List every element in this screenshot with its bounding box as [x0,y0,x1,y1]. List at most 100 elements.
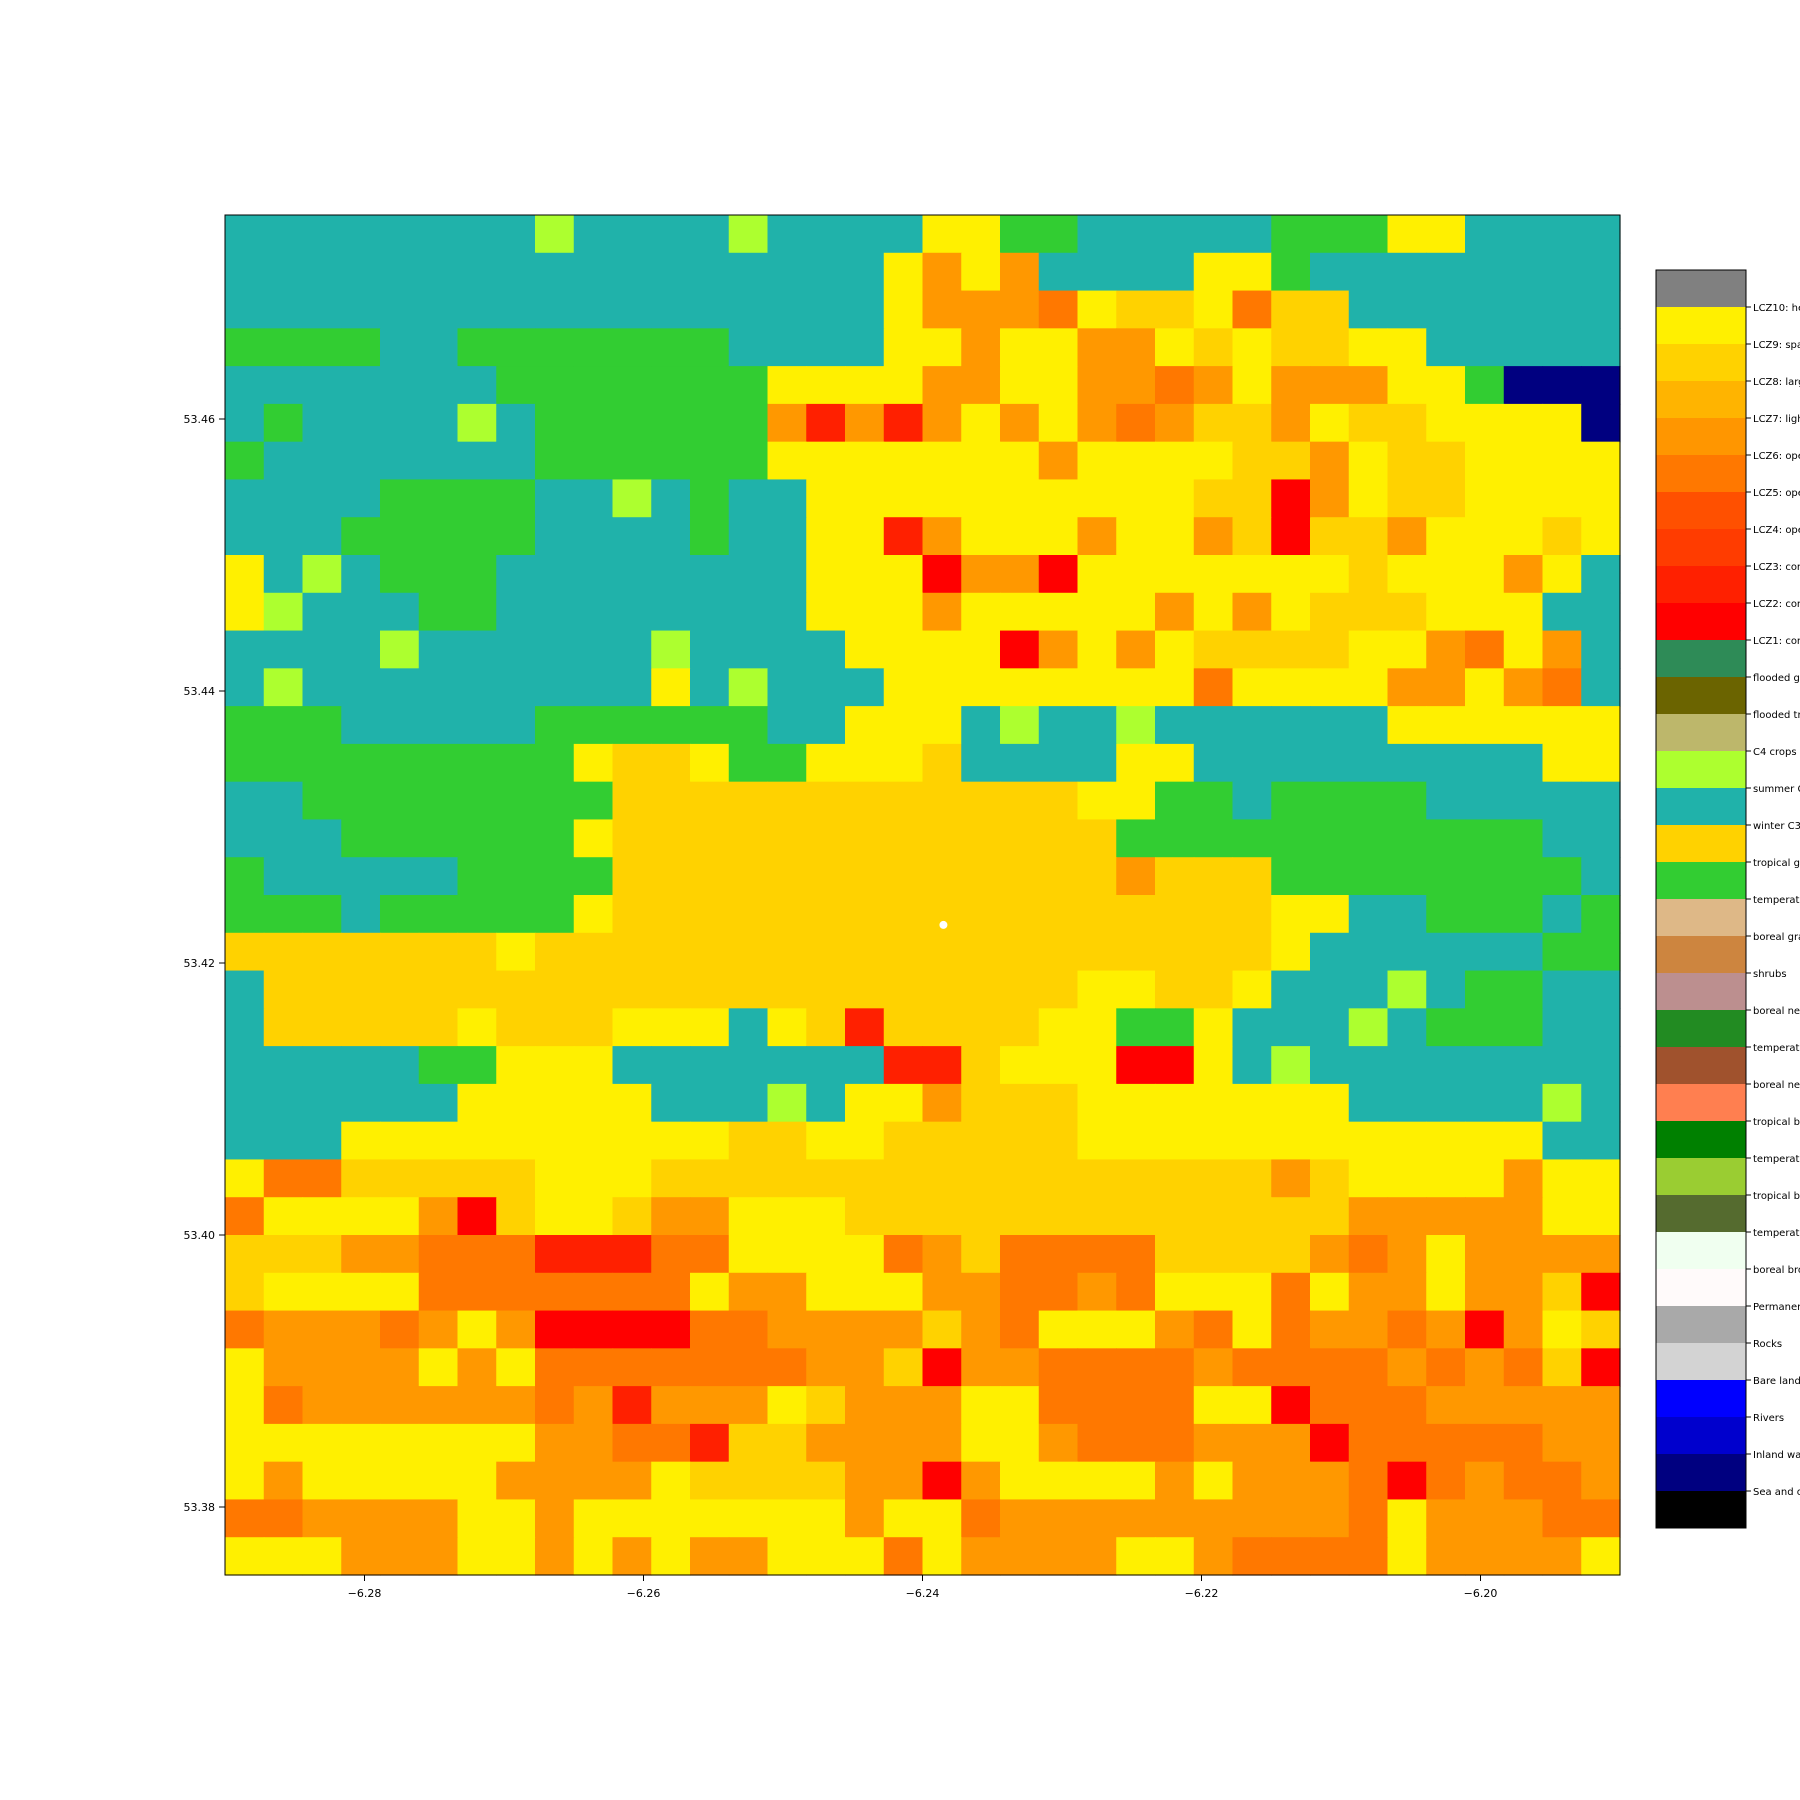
map-cell [573,290,614,329]
map-cell [418,819,459,858]
map-cell [767,932,807,972]
map-cell [457,555,497,594]
map-cell [922,290,962,329]
legend-label: LCZ5: ope [1753,488,1800,499]
map-cell [1000,517,1040,556]
map-cell [961,1499,1001,1538]
map-cell [1271,1235,1311,1274]
map-cell [1310,668,1350,707]
legend-label: LCZ7: ligh [1753,414,1800,425]
map-cell [651,1461,691,1501]
map-cell [263,555,304,594]
map-cell [418,668,459,707]
map-cell [883,366,924,405]
map-cell [806,743,846,783]
map-cell [302,403,342,443]
map-cell [1426,215,1466,254]
map-cell [225,403,265,443]
map-cell [651,1235,691,1274]
map-cell [263,781,304,821]
map-cell [1271,895,1311,934]
map-cell [1465,403,1505,443]
map-cell [1038,1310,1079,1349]
map-cell [845,403,885,443]
map-cell [1271,479,1311,518]
map-cell [922,1121,962,1161]
map-cell [1310,630,1350,669]
map-cell [225,630,265,669]
map-cell [1426,592,1466,632]
legend-label: temperate [1753,1154,1800,1165]
legend-swatch [1656,492,1746,530]
map-cell [1387,1461,1427,1501]
map-cell [651,630,691,669]
map-cell [1581,1235,1621,1274]
legend-label: Sea and o [1753,1487,1800,1498]
map-cell [883,668,924,707]
map-cell [1387,781,1427,821]
map-cell [380,1159,420,1198]
map-cell [225,781,265,821]
map-cell [535,441,575,481]
map-cell [535,290,575,329]
map-cell [535,403,575,443]
map-cell [651,403,691,443]
map-cell [612,592,652,632]
map-cell [961,932,1001,972]
map-cell [457,441,497,481]
map-cell [961,1272,1001,1312]
map-cell [1581,592,1621,632]
map-cell [1116,970,1156,1009]
map-cell [961,1537,1001,1576]
map-cell [263,1310,304,1349]
map-cell [883,1272,924,1312]
map-cell [573,1159,614,1198]
map-cell [806,857,846,896]
map-cell [612,668,652,707]
map-cell [961,328,1001,367]
map-cell [1387,1046,1427,1085]
map-cell [418,970,459,1009]
map-cell [728,1499,769,1538]
map-cell [767,252,807,292]
legend-swatch [1656,529,1746,567]
map-cell [806,1348,846,1387]
map-cell [535,743,575,783]
map-cell [1000,1159,1040,1198]
map-cell [1193,403,1234,443]
map-cell [1426,819,1466,858]
map-cell [1116,1235,1156,1274]
map-cell [1038,1461,1079,1501]
map-cell [1426,970,1466,1009]
map-cell [302,1008,342,1047]
map-cell [651,1348,691,1387]
map-cell [418,932,459,972]
map-cell [573,328,614,367]
legend-swatch [1656,270,1746,308]
map-cell [380,441,420,481]
map-cell [1465,592,1505,632]
map-cell [380,895,420,934]
map-cell [883,1537,924,1576]
map-cell [1348,366,1389,405]
map-cell [1465,932,1505,972]
map-cell [418,252,459,292]
map-cell [341,857,381,896]
map-cell [1271,441,1311,481]
map-cell [1310,1348,1350,1387]
map-cell [1271,517,1311,556]
map-cell [1116,932,1156,972]
map-cell [883,441,924,481]
map-cell [690,1235,730,1274]
map-cell [806,1159,846,1198]
map-cell [380,1272,420,1312]
map-cell [1348,706,1389,745]
map-cell [1310,743,1350,783]
map-cell [1465,1461,1505,1501]
map-cell [1077,1386,1117,1425]
map-cell [1271,1159,1311,1198]
map-cell [767,1461,807,1501]
legend-swatch [1656,455,1746,493]
map-cell [380,668,420,707]
map-cell [1155,555,1195,594]
